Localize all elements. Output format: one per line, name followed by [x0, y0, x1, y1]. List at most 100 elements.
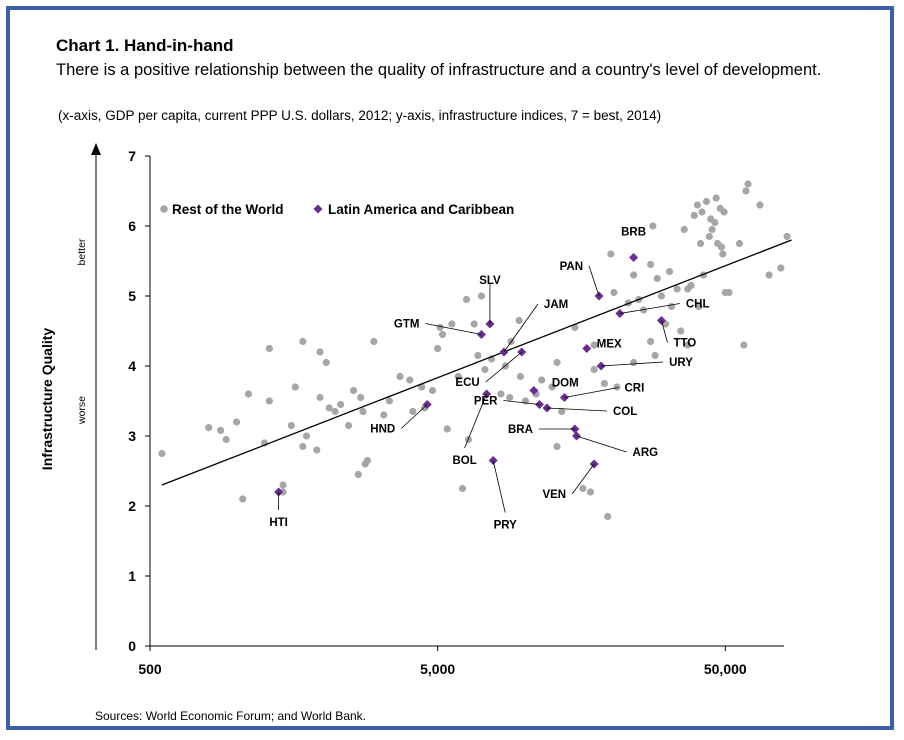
- country-label-arg: ARG: [633, 447, 659, 459]
- data-point-rest-of-world: [222, 435, 230, 444]
- label-leader-pan: [588, 265, 600, 297]
- data-point-rest-of-world: [302, 432, 311, 440]
- country-label-hti: HTI: [269, 517, 288, 529]
- label-leader-per: [503, 400, 540, 405]
- data-point-rest-of-world: [690, 211, 698, 220]
- data-point-rest-of-world: [705, 232, 713, 241]
- country-label-bol: BOL: [452, 455, 476, 467]
- y-tick-label: 6: [128, 218, 136, 234]
- data-point-rest-of-world: [477, 292, 486, 300]
- data-point-rest-of-world: [667, 302, 676, 311]
- data-point-rest-of-world: [765, 271, 773, 279]
- data-point-rest-of-world: [357, 393, 365, 402]
- data-point-rest-of-world: [380, 411, 388, 419]
- x-tick-label: 500: [138, 661, 162, 677]
- data-point-rest-of-world: [474, 351, 482, 360]
- data-point-rest-of-world: [470, 320, 478, 328]
- data-point-rest-of-world: [428, 386, 437, 395]
- data-point-rest-of-world: [657, 292, 666, 300]
- data-point-brb: [629, 253, 639, 262]
- data-point-rest-of-world: [712, 194, 720, 202]
- label-leader-cri: [564, 387, 619, 398]
- legend-label-latin-america: Latin America and Caribbean: [328, 202, 514, 217]
- chart-subtitle: There is a positive relationship between…: [56, 61, 822, 79]
- label-leader-ven: [571, 463, 595, 495]
- data-point-rest-of-world: [337, 400, 345, 409]
- country-label-cri: CRI: [624, 383, 644, 395]
- label-leader-col: [546, 407, 608, 412]
- country-label-dom: DOM: [552, 378, 579, 390]
- legend-label-rest-of-world: Rest of the World: [172, 202, 284, 217]
- data-point-rest-of-world: [610, 288, 618, 297]
- label-leader-chl: [619, 303, 680, 314]
- country-label-pan: PAN: [560, 261, 583, 273]
- data-point-rest-of-world: [396, 372, 404, 381]
- country-label-slv: SLV: [479, 275, 501, 287]
- country-label-ury: URY: [669, 357, 693, 369]
- data-point-rest-of-world: [462, 295, 471, 304]
- country-label-gtm: GTM: [394, 319, 420, 331]
- data-point-rest-of-world: [497, 390, 505, 398]
- data-point-rest-of-world: [629, 358, 638, 367]
- data-point-rest-of-world: [458, 484, 467, 493]
- legend-marker-latin-america: [313, 204, 323, 214]
- data-point-rest-of-world: [711, 218, 719, 227]
- label-leader-gtm: [425, 323, 482, 335]
- legend: Rest of the World Latin America and Carib…: [160, 202, 514, 217]
- units-note: (x-axis, GDP per capita, current PPP U.S…: [58, 108, 662, 123]
- label-leader-arg: [576, 435, 627, 453]
- data-point-rest-of-world: [287, 421, 295, 430]
- data-point-rest-of-world: [673, 285, 681, 293]
- data-point-rest-of-world: [590, 365, 598, 374]
- data-point-rest-of-world: [322, 358, 330, 367]
- data-point-rest-of-world: [548, 383, 556, 391]
- country-label-pry: PRY: [494, 520, 518, 532]
- data-point-rest-of-world: [651, 351, 659, 360]
- data-point-rest-of-world: [720, 208, 728, 216]
- data-point-rest-of-world: [515, 316, 523, 325]
- data-point-rest-of-world: [607, 250, 615, 258]
- x-tick-label: 50,000: [704, 661, 747, 677]
- data-point-dom: [529, 386, 539, 395]
- data-point-rest-of-world: [363, 456, 372, 465]
- country-label-bra: BRA: [508, 424, 533, 436]
- chart-title: Chart 1. Hand-in-hand: [56, 36, 234, 55]
- data-point-rest-of-world: [693, 201, 702, 209]
- label-leader-bol: [464, 393, 487, 449]
- data-point-rest-of-world: [331, 407, 339, 416]
- country-label-jam: JAM: [544, 299, 568, 311]
- label-leader-tto: [661, 320, 668, 343]
- country-label-ven: VEN: [542, 489, 566, 501]
- data-point-rest-of-world: [647, 337, 655, 346]
- data-point-mex: [582, 344, 592, 353]
- data-point-rest-of-world: [558, 407, 566, 416]
- series-latin-america: [274, 253, 666, 497]
- source-note: Sources: World Economic Forum; and World…: [95, 709, 366, 723]
- data-point-rest-of-world: [600, 379, 609, 388]
- data-point-rest-of-world: [291, 383, 299, 391]
- country-label-tto: TTO: [673, 338, 696, 350]
- legend-marker-rest-of-world: [160, 205, 168, 213]
- data-point-rest-of-world: [313, 446, 321, 454]
- data-point-rest-of-world: [647, 260, 655, 269]
- country-label-mex: MEX: [597, 339, 622, 351]
- data-point-rest-of-world: [740, 341, 748, 349]
- data-point-rest-of-world: [406, 376, 414, 384]
- x-tick-label: 5,000: [420, 661, 455, 677]
- data-point-rest-of-world: [316, 393, 324, 402]
- data-point-rest-of-world: [687, 281, 695, 290]
- y-tick-label: 1: [128, 568, 136, 584]
- data-point-rest-of-world: [680, 225, 688, 234]
- trendline: [161, 239, 792, 486]
- data-point-rest-of-world: [506, 393, 514, 402]
- y-tick-label: 7: [128, 148, 136, 164]
- data-point-rest-of-world: [316, 348, 324, 356]
- data-point-rest-of-world: [244, 390, 253, 398]
- data-point-rest-of-world: [454, 372, 462, 381]
- data-point-rest-of-world: [448, 320, 456, 328]
- data-point-rest-of-world: [443, 425, 451, 433]
- y-better-label: better: [76, 238, 88, 265]
- data-point-rest-of-world: [481, 365, 489, 374]
- data-point-rest-of-world: [344, 421, 353, 430]
- data-point-rest-of-world: [702, 197, 711, 206]
